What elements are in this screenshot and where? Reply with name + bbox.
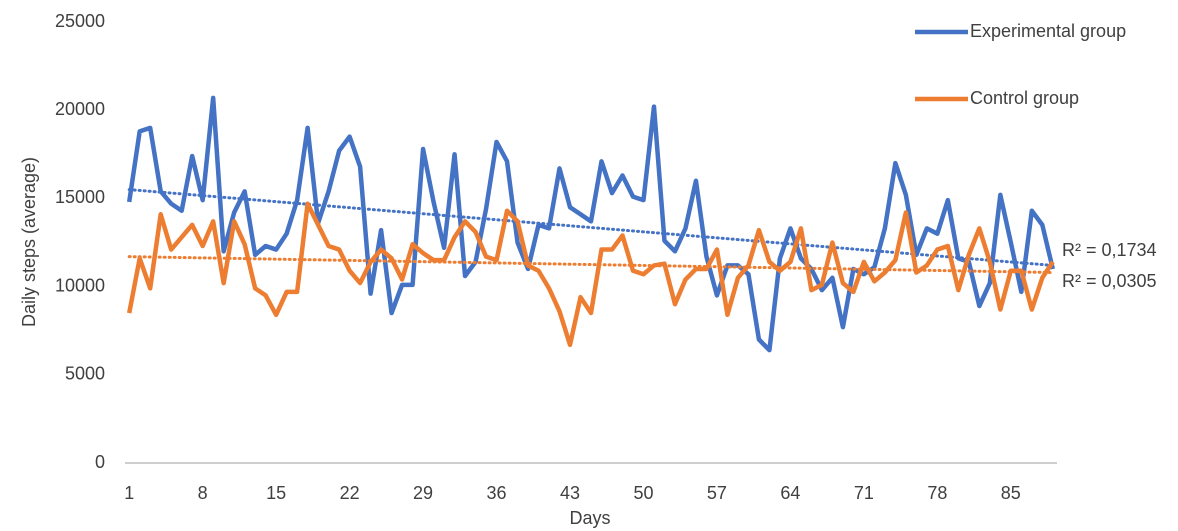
y-tick-label: 0 xyxy=(95,452,105,472)
x-tick-label: 36 xyxy=(487,483,507,503)
r2-label: R² = 0,0305 xyxy=(1062,271,1157,291)
y-axis-title: Daily steps (average) xyxy=(19,157,39,327)
y-tick-label: 5000 xyxy=(65,364,105,384)
y-tick-label: 25000 xyxy=(55,11,105,31)
x-tick-label: 71 xyxy=(854,483,874,503)
x-tick-label: 64 xyxy=(780,483,800,503)
r2-label: R² = 0,1734 xyxy=(1062,240,1157,260)
x-axis-title: Days xyxy=(569,508,610,528)
legend-label: Control group xyxy=(970,88,1079,108)
y-tick-label: 15000 xyxy=(55,187,105,207)
y-tick-label: 10000 xyxy=(55,275,105,295)
series-line xyxy=(126,201,1055,348)
x-tick-label: 8 xyxy=(198,483,208,503)
x-tick-label: 43 xyxy=(560,483,580,503)
y-tick-label: 20000 xyxy=(55,99,105,119)
x-tick-label: 22 xyxy=(340,483,360,503)
x-tick-label: 57 xyxy=(707,483,727,503)
legend-label: Experimental group xyxy=(970,21,1126,41)
series-line xyxy=(126,95,1055,353)
x-tick-label: 85 xyxy=(1001,483,1021,503)
trend-line xyxy=(127,255,1055,274)
x-tick-label: 29 xyxy=(413,483,433,503)
x-tick-label: 78 xyxy=(927,483,947,503)
x-tick-label: 1 xyxy=(124,483,134,503)
x-tick-label: 15 xyxy=(266,483,286,503)
x-tick-label: 50 xyxy=(633,483,653,503)
